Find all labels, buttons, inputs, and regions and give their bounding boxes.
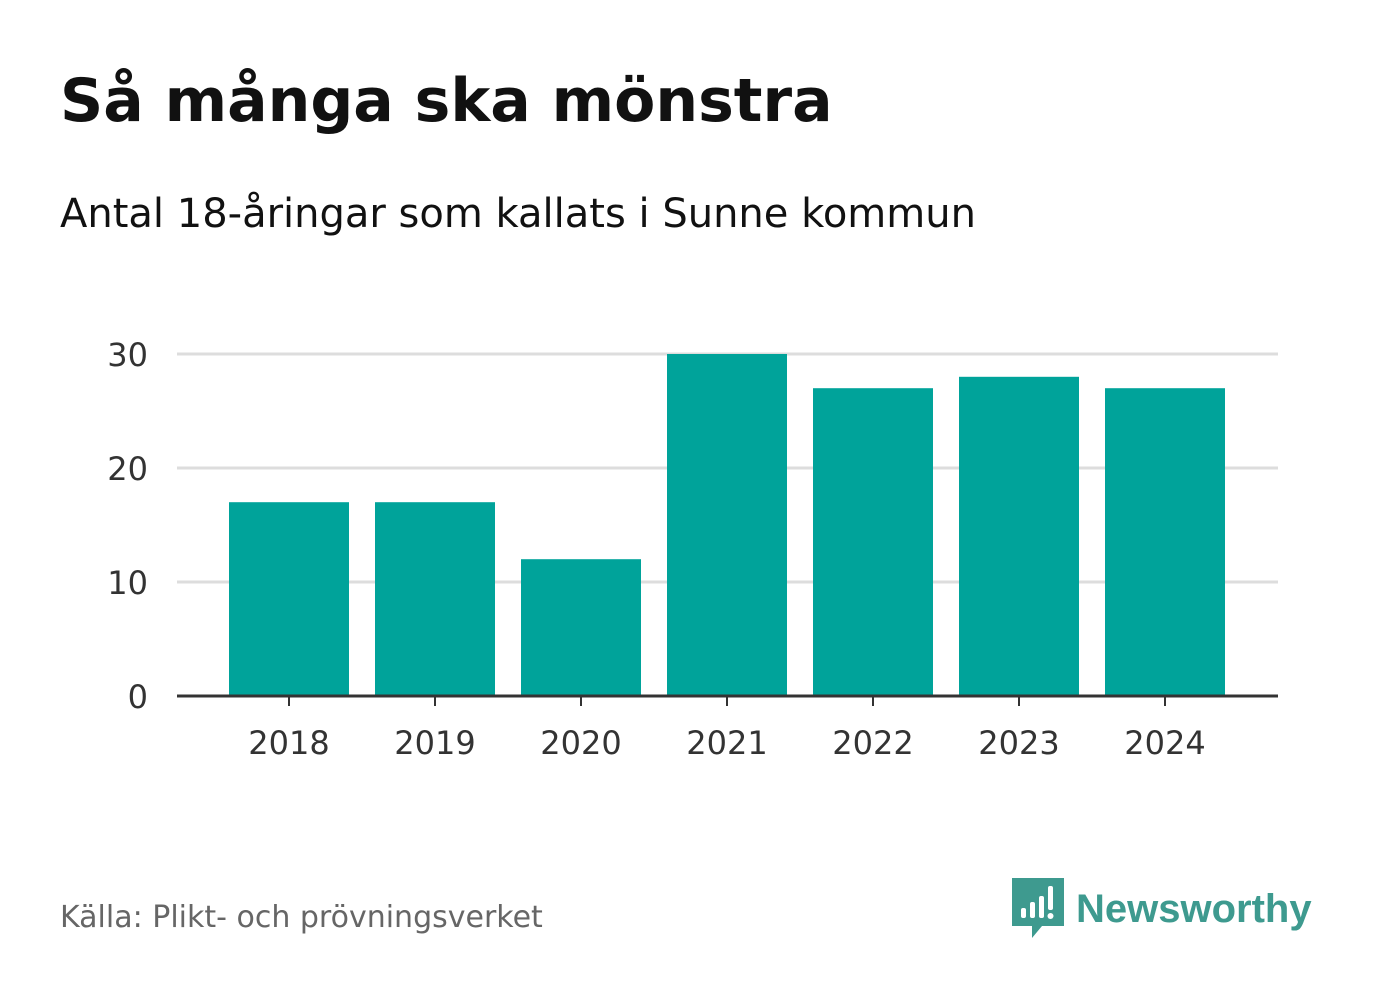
x-tick-label: 2022: [832, 724, 913, 762]
x-tick-label: 2024: [1124, 724, 1205, 762]
chart-subtitle: Antal 18-åringar som kallats i Sunne kom…: [60, 191, 976, 237]
bar: [521, 559, 641, 696]
bar: [375, 502, 495, 696]
x-tick-label: 2019: [394, 724, 475, 762]
source-note: Källa: Plikt- och prövningsverket: [60, 900, 543, 935]
brand-name: Newsworthy: [1076, 886, 1312, 931]
y-tick-label: 10: [107, 564, 148, 602]
bar: [959, 376, 1079, 696]
y-tick-label: 20: [107, 450, 148, 488]
bars: [229, 354, 1225, 696]
x-tick-label: 2021: [686, 724, 767, 762]
bar: [229, 502, 349, 696]
x-tick-label: 2020: [540, 724, 621, 762]
axes: [177, 694, 1278, 706]
bar: [813, 388, 933, 696]
brand: Newsworthy: [1012, 878, 1312, 940]
tick-labels: 0 10 20 30 2018 2019 2020 2021 2022 2023 2024: [107, 336, 1205, 762]
chart-title: Så många ska mönstra: [60, 66, 833, 136]
bar: [1105, 388, 1225, 696]
y-tick-label: 30: [107, 336, 148, 374]
x-tick-label: 2018: [248, 724, 329, 762]
x-tick-label: 2023: [978, 724, 1059, 762]
bar: [667, 354, 787, 696]
y-tick-label: 0: [128, 678, 148, 716]
newsworthy-logo-icon: [1012, 878, 1064, 938]
